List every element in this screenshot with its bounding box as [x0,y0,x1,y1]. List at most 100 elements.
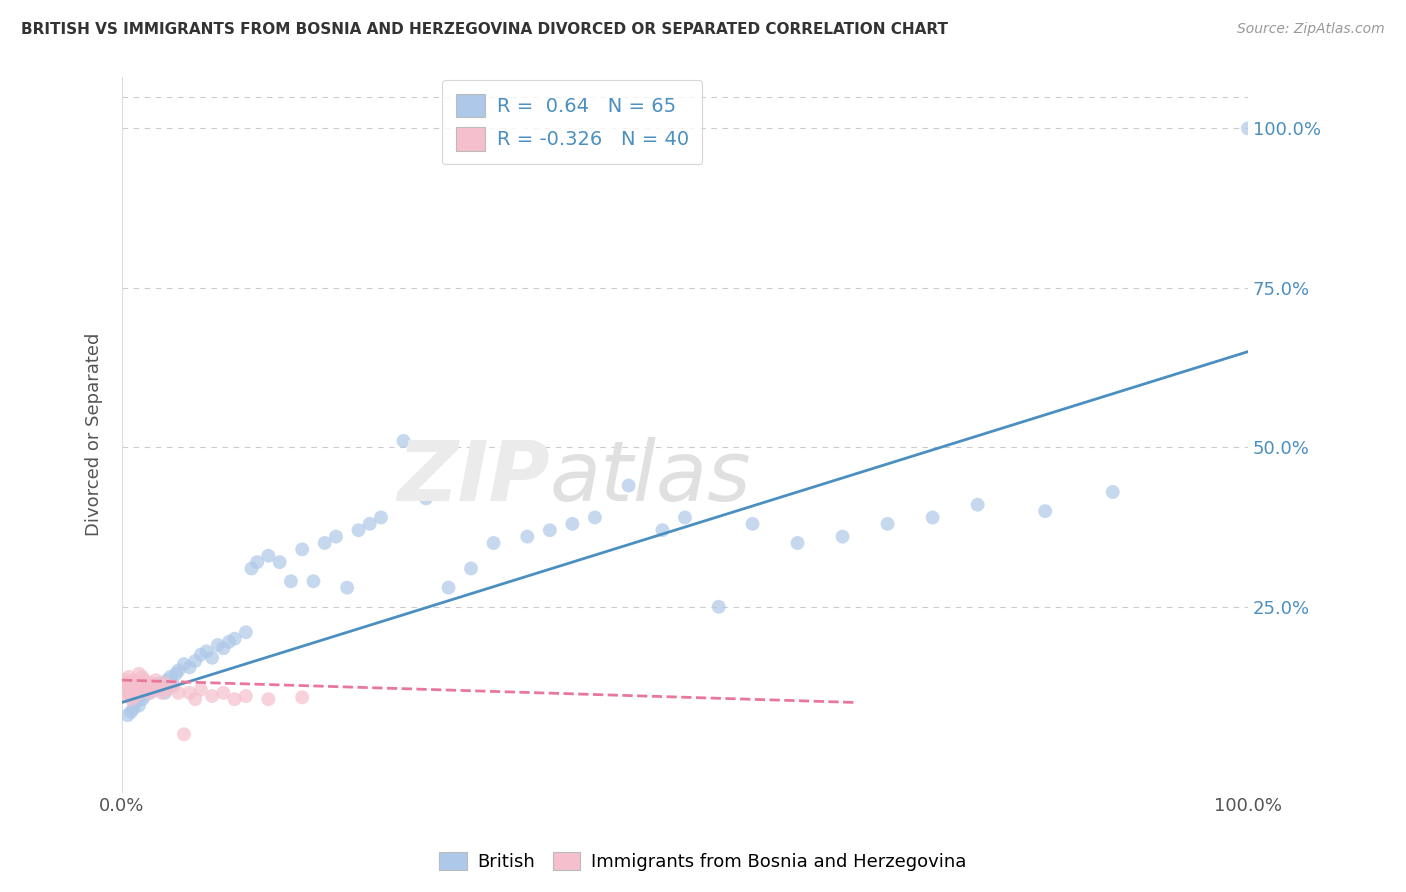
Point [131,692,153,706]
Point [195,644,218,658]
Point [741,516,763,531]
Point [120,705,142,719]
Point [921,510,943,524]
Point [150,686,173,700]
Point [142,680,165,694]
Point [156,673,179,687]
Point [392,434,415,448]
Point [146,680,169,694]
Point [201,650,224,665]
Point [159,670,181,684]
Point [302,574,325,589]
Point [184,692,207,706]
Point [127,686,149,700]
Point [150,680,173,694]
Point [269,555,291,569]
Text: BRITISH VS IMMIGRANTS FROM BOSNIA AND HERZEGOVINA DIVORCED OR SEPARATED CORRELAT: BRITISH VS IMMIGRANTS FROM BOSNIA AND HE… [21,22,948,37]
Point [139,686,162,700]
Point [184,654,207,668]
Point [145,673,167,687]
Point [291,690,314,705]
Point [235,625,257,640]
Point [117,689,139,703]
Point [122,702,145,716]
Point [673,510,696,524]
Point [179,660,201,674]
Text: ZIP: ZIP [398,437,550,518]
Point [145,682,167,697]
Point [129,682,152,697]
Point [786,536,808,550]
Point [218,635,240,649]
Point [482,536,505,550]
Point [124,689,146,703]
Point [876,516,898,531]
Point [162,680,184,694]
Text: Source: ZipAtlas.com: Source: ZipAtlas.com [1237,22,1385,37]
Point [134,673,156,687]
Point [415,491,437,506]
Legend: British, Immigrants from Bosnia and Herzegovina: British, Immigrants from Bosnia and Herz… [432,845,974,879]
Point [124,695,146,709]
Point [162,676,184,690]
Point [173,657,195,672]
Point [190,682,212,697]
Point [240,561,263,575]
Point [617,478,640,492]
Point [437,581,460,595]
Point [314,536,336,550]
Point [831,530,853,544]
Point [257,692,280,706]
Point [118,680,141,694]
Point [118,670,141,684]
Point [583,510,606,524]
Point [212,686,235,700]
Point [128,698,150,713]
Point [336,581,359,595]
Point [114,673,136,687]
Point [153,686,176,700]
Point [190,648,212,662]
Point [125,680,148,694]
Point [122,682,145,697]
Point [142,682,165,697]
Point [538,523,561,537]
Point [131,670,153,684]
Point [291,542,314,557]
Point [120,692,142,706]
Point [246,555,269,569]
Point [112,682,135,697]
Legend: R =  0.64   N = 65, R = -0.326   N = 40: R = 0.64 N = 65, R = -0.326 N = 40 [443,80,703,164]
Point [235,689,257,703]
Point [134,689,156,703]
Point [156,682,179,697]
Point [118,686,141,700]
Point [966,498,988,512]
Point [173,727,195,741]
Point [460,561,482,575]
Point [257,549,280,563]
Point [135,680,157,694]
Point [141,676,163,690]
Point [138,686,160,700]
Point [224,692,246,706]
Point [117,708,139,723]
Point [359,516,381,531]
Point [121,676,143,690]
Point [1237,121,1260,136]
Text: atlas: atlas [550,437,751,518]
Point [135,682,157,697]
Point [707,599,730,614]
Point [128,666,150,681]
Point [516,530,538,544]
Point [115,676,138,690]
Point [1101,485,1123,500]
Point [325,530,347,544]
Point [201,689,224,703]
Point [347,523,370,537]
Point [167,664,190,678]
Point [1033,504,1056,518]
Point [167,686,190,700]
Point [148,676,170,690]
Point [122,673,145,687]
